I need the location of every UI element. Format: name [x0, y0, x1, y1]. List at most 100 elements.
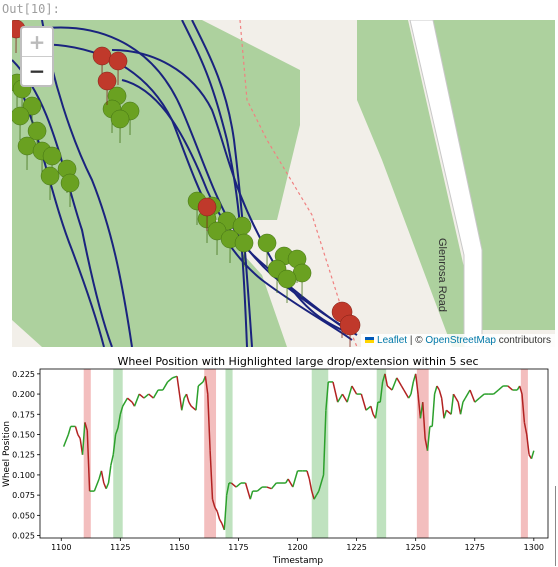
highlight-drop-7 [520, 369, 528, 538]
line-segment-86 [360, 393, 367, 411]
line-segment-18 [112, 434, 117, 455]
x-tick-label-2: 1150 [169, 543, 189, 552]
line-segment-111 [433, 385, 438, 395]
line-segment-118 [452, 393, 457, 399]
line-segment-35 [181, 397, 185, 411]
line-segment-41 [197, 381, 204, 387]
line-segment-27 [143, 393, 150, 399]
highlight-drop-6 [416, 369, 429, 538]
line-segment-130 [497, 385, 504, 391]
line-segment-51 [223, 495, 228, 530]
line-segment-140 [530, 450, 535, 459]
line-segment-136 [521, 394, 526, 423]
line-segment-125 [474, 397, 480, 403]
line-segment-11 [93, 478, 100, 492]
y-tick-label-2: 0.075 [12, 491, 35, 500]
line-segment-135 [518, 385, 523, 395]
chart-title: Wheel Position with Highlighted large dr… [117, 355, 478, 368]
line-segment-32 [167, 377, 173, 383]
line-segment-2 [67, 426, 72, 435]
line-segment-73 [311, 490, 315, 500]
line-segment-8 [84, 422, 88, 431]
line-segment-63 [270, 482, 277, 490]
line-segment-44 [207, 394, 211, 451]
line-segment-48 [216, 511, 221, 520]
road-glenrosa [409, 20, 483, 347]
map-tiles [12, 20, 555, 347]
line-segment-71 [306, 470, 311, 480]
line-segment-108 [426, 426, 431, 451]
x-tick-label-7: 1275 [465, 543, 485, 552]
line-segment-40 [195, 385, 200, 411]
line-segment-84 [351, 385, 358, 395]
line-segment-19 [114, 427, 119, 435]
line-segment-25 [133, 393, 140, 407]
map-attribution: Leaflet | © OpenStreetMap contributors [361, 334, 555, 347]
line-segment-67 [287, 478, 294, 488]
line-segment-15 [105, 482, 110, 489]
line-segment-21 [119, 405, 124, 415]
line-segment-55 [235, 482, 242, 488]
line-segment-101 [410, 381, 415, 395]
line-segment-9 [86, 430, 91, 492]
line-segment-126 [478, 393, 485, 399]
x-tick-label-1: 1125 [110, 543, 130, 552]
line-segment-60 [256, 486, 263, 492]
plot-area: 1100 1125 1150 1175 1200 1225 1250 1275 1300 0.02… [12, 368, 549, 552]
highlight-drop-0 [83, 369, 91, 538]
line-segment-20 [117, 414, 122, 429]
line-segment-110 [431, 394, 436, 427]
line-segment-62 [266, 486, 272, 490]
attribution-separator: | © [407, 335, 426, 346]
line-segment-31 [162, 381, 169, 391]
line-segment-115 [443, 410, 448, 419]
line-segment-117 [450, 393, 455, 415]
highlight-extension-4 [311, 369, 329, 538]
line-segment-22 [122, 397, 129, 407]
line-segment-119 [455, 397, 459, 403]
forest-area-left [12, 20, 300, 347]
zoom-in-button[interactable]: + [22, 28, 52, 57]
forest-area-middle [357, 20, 482, 347]
leaflet-map[interactable]: + − Glenrosa Road Leaflet | © OpenStreet… [12, 20, 555, 347]
x-tick-label-6: 1250 [406, 543, 426, 552]
highlight-extension-5 [376, 369, 387, 538]
y-tick-label-6: 0.175 [12, 410, 35, 419]
line-segment-68 [292, 470, 299, 488]
line-segment-124 [469, 389, 476, 403]
line-segment-106 [422, 402, 426, 439]
osm-link[interactable]: OpenStreetMap [425, 335, 496, 346]
x-tick-label-5: 1225 [346, 543, 366, 552]
line-segment-94 [384, 373, 389, 387]
line-segment-80 [332, 381, 339, 403]
gps-tracks [12, 20, 358, 347]
map-markers[interactable] [12, 20, 361, 347]
line-segment-75 [315, 490, 320, 496]
line-segment-77 [322, 410, 327, 475]
line-segment-17 [110, 454, 114, 466]
scrollbar[interactable] [555, 486, 556, 566]
y-tick-label-8: 0.225 [12, 370, 35, 379]
zoom-out-button[interactable]: − [28, 59, 46, 83]
x-tick-label-0: 1100 [51, 543, 71, 552]
line-segment-49 [218, 519, 223, 524]
line-segment-104 [417, 393, 422, 419]
road-label: Glenrosa Road [436, 238, 448, 312]
line-segment-121 [459, 402, 464, 415]
line-segment-99 [403, 389, 410, 399]
leaflet-link[interactable]: Leaflet [377, 335, 408, 346]
line-segment-100 [407, 393, 412, 399]
line-segment-1 [62, 434, 70, 447]
line-segment-45 [209, 450, 214, 500]
highlight-extension-1 [113, 369, 123, 538]
line-segment-90 [374, 402, 379, 419]
line-segment-16 [107, 465, 112, 484]
line-segment-87 [365, 405, 372, 411]
line-segment-88 [370, 405, 374, 415]
zoom-control: + − [20, 26, 54, 87]
line-segment-58 [249, 490, 254, 500]
y-axis-label: Wheel Position [2, 421, 12, 487]
ukraine-flag-icon [365, 337, 375, 344]
line-segment-76 [318, 474, 325, 492]
line-segment-28 [148, 393, 154, 399]
